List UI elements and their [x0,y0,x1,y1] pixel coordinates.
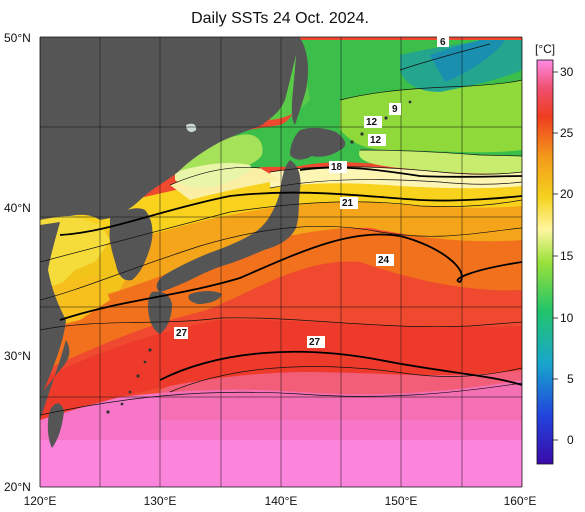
contour-label-12b: 12 [370,135,382,146]
cb-tick-15: 15 [560,249,574,263]
graticule [39,36,523,488]
cb-tick-25: 25 [560,126,574,140]
land [40,37,412,448]
cb-tick-5: 5 [567,372,574,386]
contour-label-21: 21 [342,198,354,209]
colorbar: [°C] 30 25 20 15 10 5 0 [535,42,574,465]
x-tick-140e: 140°E [265,494,298,508]
cb-tick-30: 30 [560,65,574,79]
contour-label-18: 18 [331,162,343,173]
x-tick-120e: 120°E [24,494,57,508]
y-tick-20n: 20°N [4,480,31,494]
colorbar-gradient [536,59,554,465]
contour-label-27b: 27 [176,328,188,339]
x-tick-160e: 160°E [504,494,537,508]
y-axis-labels: 50°N 40°N 30°N 20°N [4,31,31,494]
x-axis-labels: 120°E 130°E 140°E 150°E 160°E [24,494,537,508]
colorbar-unit: [°C] [535,42,555,56]
contour-label-6: 6 [440,37,446,48]
x-tick-150e: 150°E [385,494,418,508]
contour-labels: 6 9 12 12 18 21 24 27 27 [174,36,449,348]
contour-label-12a: 12 [366,117,378,128]
y-tick-50n: 50°N [4,31,31,45]
y-tick-40n: 40°N [4,201,31,215]
cb-tick-0: 0 [567,433,574,447]
x-tick-130e: 130°E [144,494,177,508]
contour-label-9: 9 [392,104,398,115]
map-title: Daily SSTs 24 Oct. 2024. [191,10,369,27]
cb-tick-20: 20 [560,187,574,201]
contour-label-24: 24 [378,255,390,266]
y-tick-30n: 30°N [4,349,31,363]
contour-label-27a: 27 [309,337,321,348]
cb-tick-10: 10 [560,311,574,325]
isotherms [40,43,522,416]
